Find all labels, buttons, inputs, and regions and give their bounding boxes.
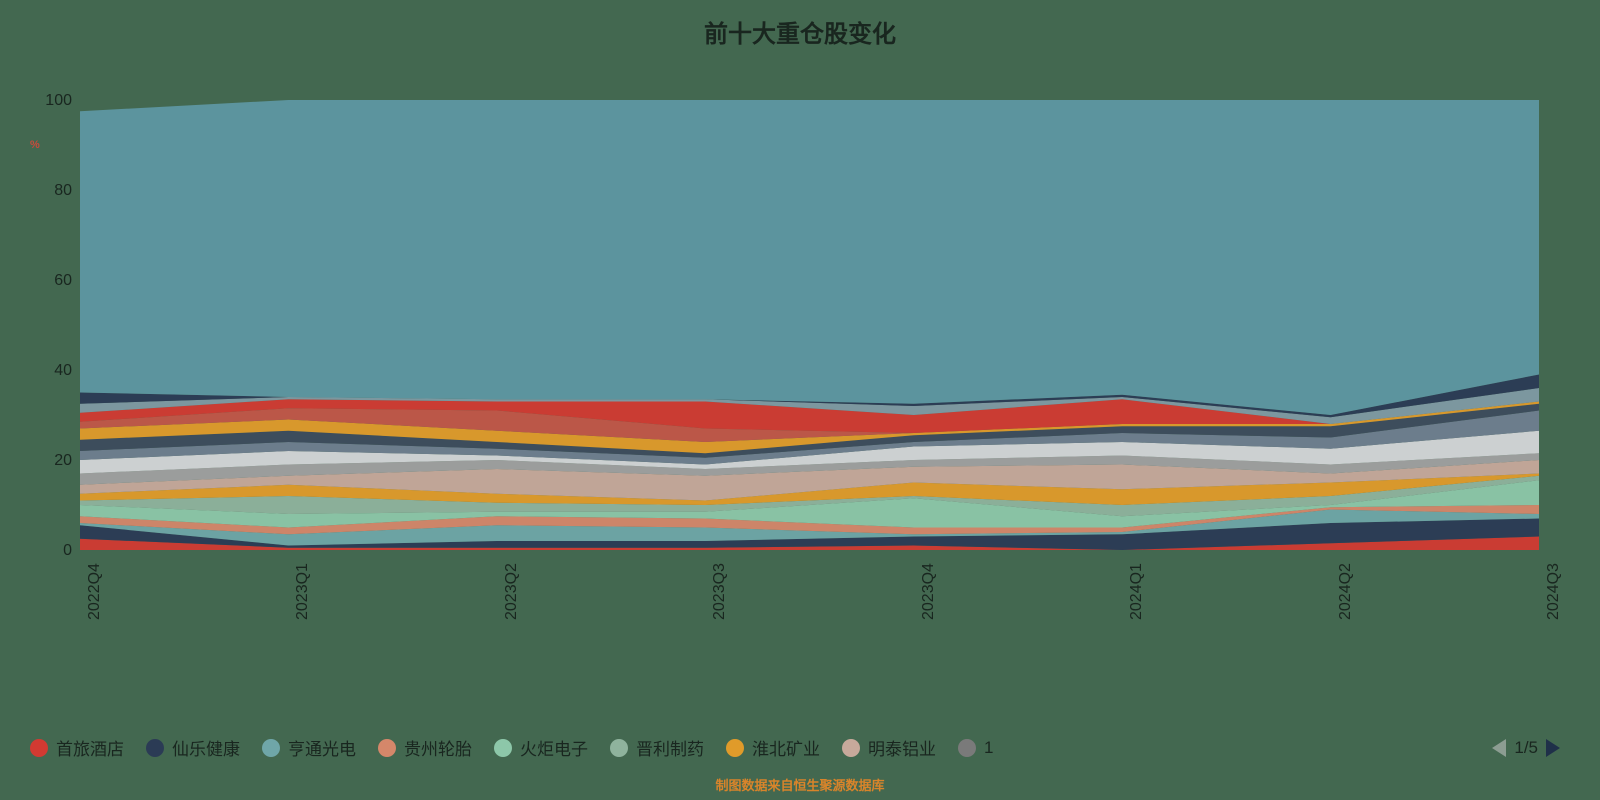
plot-area bbox=[80, 100, 1540, 550]
legend-label: 火炬电子 bbox=[520, 735, 588, 760]
x-tick-label: 2023Q1 bbox=[294, 563, 312, 620]
legend-label: 晋利制药 bbox=[636, 735, 704, 760]
legend-item[interactable]: 淮北矿业 bbox=[726, 735, 820, 760]
chart-container: 前十大重仓股变化 % 首旅酒店 仙乐健康 亨通光电 贵州轮胎 火炬电子 晋利制药 淮北矿业 明… bbox=[0, 0, 1600, 800]
y-tick-label: 20 bbox=[32, 452, 72, 470]
legend: 首旅酒店 仙乐健康 亨通光电 贵州轮胎 火炬电子 晋利制药 淮北矿业 明泰铝业 1 1/5 bbox=[30, 735, 1560, 760]
legend-label: 仙乐健康 bbox=[172, 735, 240, 760]
legend-swatch-icon bbox=[842, 739, 860, 757]
x-tick-label: 2024Q2 bbox=[1337, 563, 1355, 620]
legend-label: 亨通光电 bbox=[288, 735, 356, 760]
legend-swatch-icon bbox=[610, 739, 628, 757]
legend-label: 1 bbox=[984, 738, 993, 758]
legend-swatch-icon bbox=[30, 739, 48, 757]
legend-item[interactable]: 首旅酒店 bbox=[30, 735, 124, 760]
chart-title: 前十大重仓股变化 bbox=[0, 14, 1600, 49]
x-tick-label: 2024Q3 bbox=[1545, 563, 1563, 620]
y-tick-label: 60 bbox=[32, 272, 72, 290]
legend-swatch-icon bbox=[262, 739, 280, 757]
y-tick-label: 80 bbox=[32, 182, 72, 200]
x-tick-label: 2023Q3 bbox=[711, 563, 729, 620]
legend-swatch-icon bbox=[146, 739, 164, 757]
legend-label: 贵州轮胎 bbox=[404, 735, 472, 760]
legend-swatch-icon bbox=[958, 739, 976, 757]
legend-swatch-icon bbox=[726, 739, 744, 757]
legend-item[interactable]: 火炬电子 bbox=[494, 735, 588, 760]
legend-prev-icon[interactable] bbox=[1492, 739, 1506, 757]
legend-label: 淮北矿业 bbox=[752, 735, 820, 760]
y-axis-label: % bbox=[30, 139, 40, 151]
legend-swatch-icon bbox=[378, 739, 396, 757]
legend-item[interactable]: 1 bbox=[958, 738, 993, 758]
legend-swatch-icon bbox=[494, 739, 512, 757]
y-tick-label: 100 bbox=[32, 92, 72, 110]
x-tick-label: 2022Q4 bbox=[86, 563, 104, 620]
legend-item[interactable]: 晋利制药 bbox=[610, 735, 704, 760]
source-note: 制图数据来自恒生聚源数据库 bbox=[0, 775, 1600, 794]
legend-item[interactable]: 仙乐健康 bbox=[146, 735, 240, 760]
y-tick-label: 0 bbox=[32, 542, 72, 560]
legend-item[interactable]: 亨通光电 bbox=[262, 735, 356, 760]
area-top-fill bbox=[80, 100, 1539, 415]
x-tick-label: 2024Q1 bbox=[1128, 563, 1146, 620]
legend-pagination: 1/5 bbox=[1492, 738, 1560, 758]
legend-label: 明泰铝业 bbox=[868, 735, 936, 760]
legend-next-icon[interactable] bbox=[1546, 739, 1560, 757]
legend-label: 首旅酒店 bbox=[56, 735, 124, 760]
x-tick-label: 2023Q2 bbox=[503, 563, 521, 620]
x-tick-label: 2023Q4 bbox=[920, 563, 938, 620]
legend-item[interactable]: 贵州轮胎 bbox=[378, 735, 472, 760]
legend-item[interactable]: 明泰铝业 bbox=[842, 735, 936, 760]
y-tick-label: 40 bbox=[32, 362, 72, 380]
legend-page-indicator: 1/5 bbox=[1514, 738, 1538, 758]
